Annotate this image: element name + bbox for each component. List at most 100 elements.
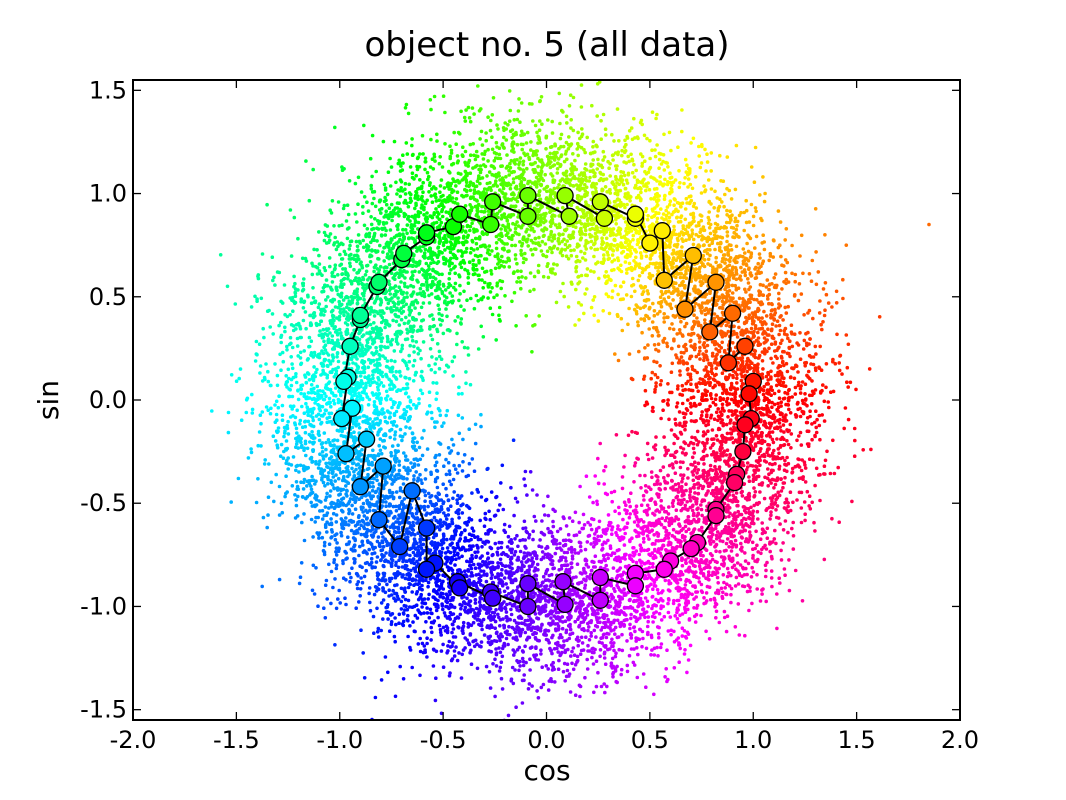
- scatter-point: [759, 447, 763, 451]
- scatter-point: [704, 349, 709, 354]
- scatter-point: [538, 538, 542, 542]
- scatter-point: [327, 471, 331, 475]
- scatter-point: [752, 180, 757, 184]
- scatter-point: [381, 354, 385, 358]
- scatter-point: [513, 253, 518, 257]
- scatter-point: [527, 233, 531, 238]
- scatter-point: [455, 501, 460, 506]
- scatter-point: [778, 522, 782, 526]
- scatter-point: [435, 591, 440, 596]
- scatter-point: [408, 165, 413, 169]
- scatter-point: [337, 588, 342, 593]
- scatter-point: [473, 236, 478, 241]
- scatter-point: [355, 582, 359, 587]
- scatter-point: [389, 202, 394, 207]
- scatter-point: [321, 327, 326, 332]
- scatter-point: [279, 442, 284, 447]
- scatter-point: [557, 658, 561, 663]
- scatter-point: [345, 203, 350, 207]
- scatter-point: [775, 437, 779, 441]
- scatter-point: [317, 438, 322, 443]
- scatter-point: [602, 656, 607, 660]
- scatter-point: [367, 231, 372, 236]
- scatter-point: [802, 460, 807, 465]
- scatter-point: [301, 281, 306, 286]
- scatter-point: [643, 473, 647, 478]
- scatter-point: [496, 127, 500, 131]
- scatter-point: [418, 388, 423, 393]
- scatter-point: [809, 279, 814, 284]
- scatter-point: [496, 561, 500, 565]
- scatter-point: [834, 301, 839, 305]
- scatter-point: [853, 438, 857, 443]
- scatter-point: [426, 580, 431, 585]
- scatter-point: [355, 287, 360, 292]
- scatter-point: [305, 358, 310, 362]
- scatter-point: [518, 120, 522, 124]
- scatter-point: [694, 267, 698, 271]
- scatter-point: [718, 479, 722, 483]
- scatter-point: [361, 543, 365, 547]
- scatter-point: [636, 652, 640, 657]
- scatter-point: [372, 314, 377, 318]
- scatter-point: [582, 566, 586, 571]
- scatter-point: [265, 202, 269, 207]
- scatter-point: [777, 389, 781, 394]
- scatter-point: [644, 206, 649, 211]
- scatter-point: [779, 429, 783, 433]
- scatter-point: [673, 471, 678, 476]
- scatter-point: [368, 260, 373, 264]
- scatter-point: [406, 419, 410, 423]
- scatter-point: [583, 586, 587, 590]
- scatter-point: [324, 298, 328, 302]
- scatter-point: [429, 410, 434, 415]
- scatter-point: [280, 510, 285, 515]
- scatter-point: [309, 301, 314, 306]
- scatter-point: [735, 372, 739, 377]
- scatter-point: [606, 159, 610, 164]
- scatter-point: [709, 396, 714, 401]
- scatter-point: [633, 289, 637, 294]
- scatter-point: [450, 520, 454, 524]
- scatter-point: [604, 563, 608, 568]
- scatter-point: [361, 286, 365, 290]
- scatter-point: [668, 180, 673, 185]
- scatter-point: [440, 165, 445, 169]
- scatter-point: [799, 233, 804, 238]
- scatter-point: [724, 453, 729, 457]
- scatter-point: [453, 264, 457, 269]
- scatter-point: [437, 623, 442, 628]
- scatter-point: [388, 184, 393, 188]
- scatter-point: [261, 515, 266, 520]
- scatter-point: [437, 307, 442, 312]
- scatter-point: [583, 258, 588, 262]
- scatter-point: [521, 260, 526, 265]
- scatter-point: [683, 207, 688, 211]
- scatter-point: [519, 286, 523, 291]
- scatter-point: [683, 503, 688, 508]
- scatter-point: [734, 491, 739, 495]
- scatter-point: [690, 508, 695, 513]
- scatter-point: [831, 357, 835, 362]
- scatter-point: [342, 282, 346, 287]
- scatter-point: [429, 625, 434, 630]
- scatter-point: [579, 105, 584, 109]
- scatter-point: [253, 294, 257, 299]
- scatter-point: [700, 280, 704, 284]
- scatter-point: [496, 508, 501, 513]
- scatter-point: [398, 664, 403, 669]
- scatter-point: [656, 632, 661, 636]
- scatter-point: [561, 669, 566, 674]
- scatter-point: [500, 654, 505, 659]
- scatter-point: [475, 666, 480, 671]
- scatter-point: [723, 586, 727, 590]
- scatter-point: [793, 385, 798, 390]
- scatter-point: [499, 676, 504, 681]
- scatter-point: [444, 413, 449, 418]
- scatter-point: [550, 239, 554, 243]
- scatter-point: [613, 632, 617, 636]
- scatter-point: [670, 183, 674, 188]
- scatter-point: [448, 144, 452, 148]
- scatter-point: [478, 556, 483, 560]
- scatter-point: [463, 569, 467, 573]
